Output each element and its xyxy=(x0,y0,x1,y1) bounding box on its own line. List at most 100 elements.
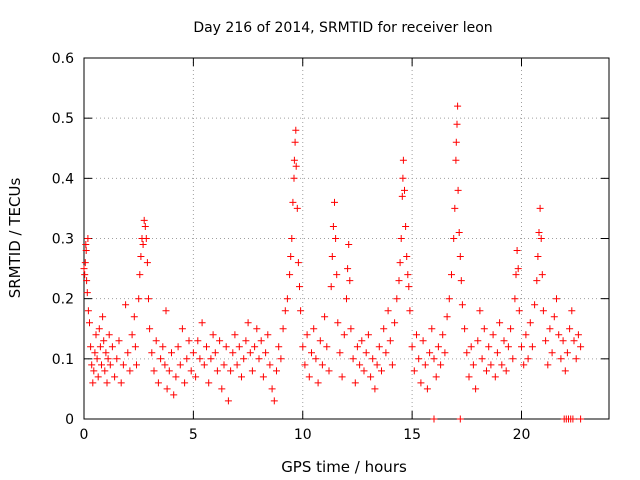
data-point xyxy=(455,229,463,236)
data-point xyxy=(196,355,204,363)
data-point xyxy=(452,138,460,146)
data-point xyxy=(563,349,571,357)
data-point xyxy=(507,325,515,333)
data-point xyxy=(82,241,90,248)
data-point xyxy=(119,361,127,369)
data-point xyxy=(512,271,520,279)
data-point xyxy=(553,295,560,303)
data-point xyxy=(136,271,144,279)
data-point xyxy=(257,337,265,345)
y-tick-label: 0.1 xyxy=(52,352,74,368)
data-point xyxy=(371,385,379,393)
data-point xyxy=(443,313,451,321)
data-point xyxy=(491,373,499,381)
data-point xyxy=(122,301,130,309)
data-point xyxy=(344,265,352,273)
data-point xyxy=(375,343,383,351)
data-point xyxy=(380,325,388,333)
data-point xyxy=(572,355,580,363)
data-point xyxy=(493,349,501,357)
data-point xyxy=(310,325,318,333)
data-point xyxy=(81,259,89,267)
data-point xyxy=(561,367,569,375)
data-point xyxy=(340,331,348,339)
chart-title: Day 216 of 2014, SRMTID for receiver leo… xyxy=(193,20,492,36)
data-point xyxy=(168,349,175,357)
data-point xyxy=(453,120,461,128)
data-point xyxy=(281,307,289,315)
data-point xyxy=(373,361,381,369)
data-point xyxy=(316,337,324,345)
data-point xyxy=(398,192,406,200)
data-point xyxy=(251,343,259,351)
data-point xyxy=(124,349,132,357)
data-point xyxy=(301,361,309,369)
x-tick-label: 20 xyxy=(513,427,531,443)
data-point xyxy=(268,385,276,393)
data-point xyxy=(128,331,136,339)
data-point xyxy=(404,271,412,279)
data-point xyxy=(514,265,522,273)
data-point xyxy=(157,355,165,363)
data-point xyxy=(161,361,169,369)
data-point xyxy=(570,337,578,345)
data-point xyxy=(539,307,547,315)
y-tick-label: 0.4 xyxy=(52,171,74,187)
data-point xyxy=(397,235,405,242)
data-point xyxy=(399,174,407,182)
data-point xyxy=(100,337,108,345)
data-point xyxy=(126,367,134,375)
data-point xyxy=(498,361,506,369)
data-point xyxy=(255,355,263,363)
data-point xyxy=(170,391,178,399)
data-point xyxy=(401,186,408,194)
data-point xyxy=(146,325,154,333)
data-point xyxy=(413,331,420,339)
data-point xyxy=(430,355,438,363)
data-point xyxy=(353,343,361,351)
data-point xyxy=(528,343,536,351)
data-point xyxy=(277,355,285,363)
data-point xyxy=(308,349,315,357)
data-point xyxy=(235,343,243,351)
data-point xyxy=(557,355,565,363)
y-tick-label: 0.5 xyxy=(52,111,74,127)
data-point xyxy=(544,361,552,369)
data-points xyxy=(80,102,585,423)
data-point xyxy=(362,349,370,357)
data-point xyxy=(96,343,104,351)
data-point xyxy=(437,361,445,369)
data-point xyxy=(349,355,357,363)
data-point xyxy=(220,361,228,369)
data-point xyxy=(548,349,556,357)
data-point xyxy=(369,355,377,363)
data-point xyxy=(185,337,193,345)
data-point xyxy=(233,361,241,369)
data-point xyxy=(391,319,399,327)
data-point xyxy=(336,349,344,357)
data-point xyxy=(441,349,449,357)
data-point xyxy=(526,319,534,327)
data-point xyxy=(345,241,353,248)
data-point xyxy=(343,295,350,303)
data-point xyxy=(172,373,180,381)
data-point xyxy=(293,204,301,212)
data-point xyxy=(445,295,453,303)
data-point xyxy=(94,373,102,381)
data-point xyxy=(480,325,488,333)
data-point xyxy=(229,349,237,357)
data-point xyxy=(432,373,440,381)
data-point xyxy=(439,331,447,339)
y-tick-label: 0.2 xyxy=(52,292,74,308)
data-point xyxy=(222,343,230,351)
data-point xyxy=(454,186,462,194)
data-point xyxy=(461,325,469,333)
data-point xyxy=(294,259,302,267)
data-point xyxy=(187,367,195,375)
data-point xyxy=(522,331,530,339)
data-point xyxy=(351,379,359,387)
data-point xyxy=(382,349,390,357)
data-point xyxy=(145,295,152,303)
data-point xyxy=(419,337,427,345)
